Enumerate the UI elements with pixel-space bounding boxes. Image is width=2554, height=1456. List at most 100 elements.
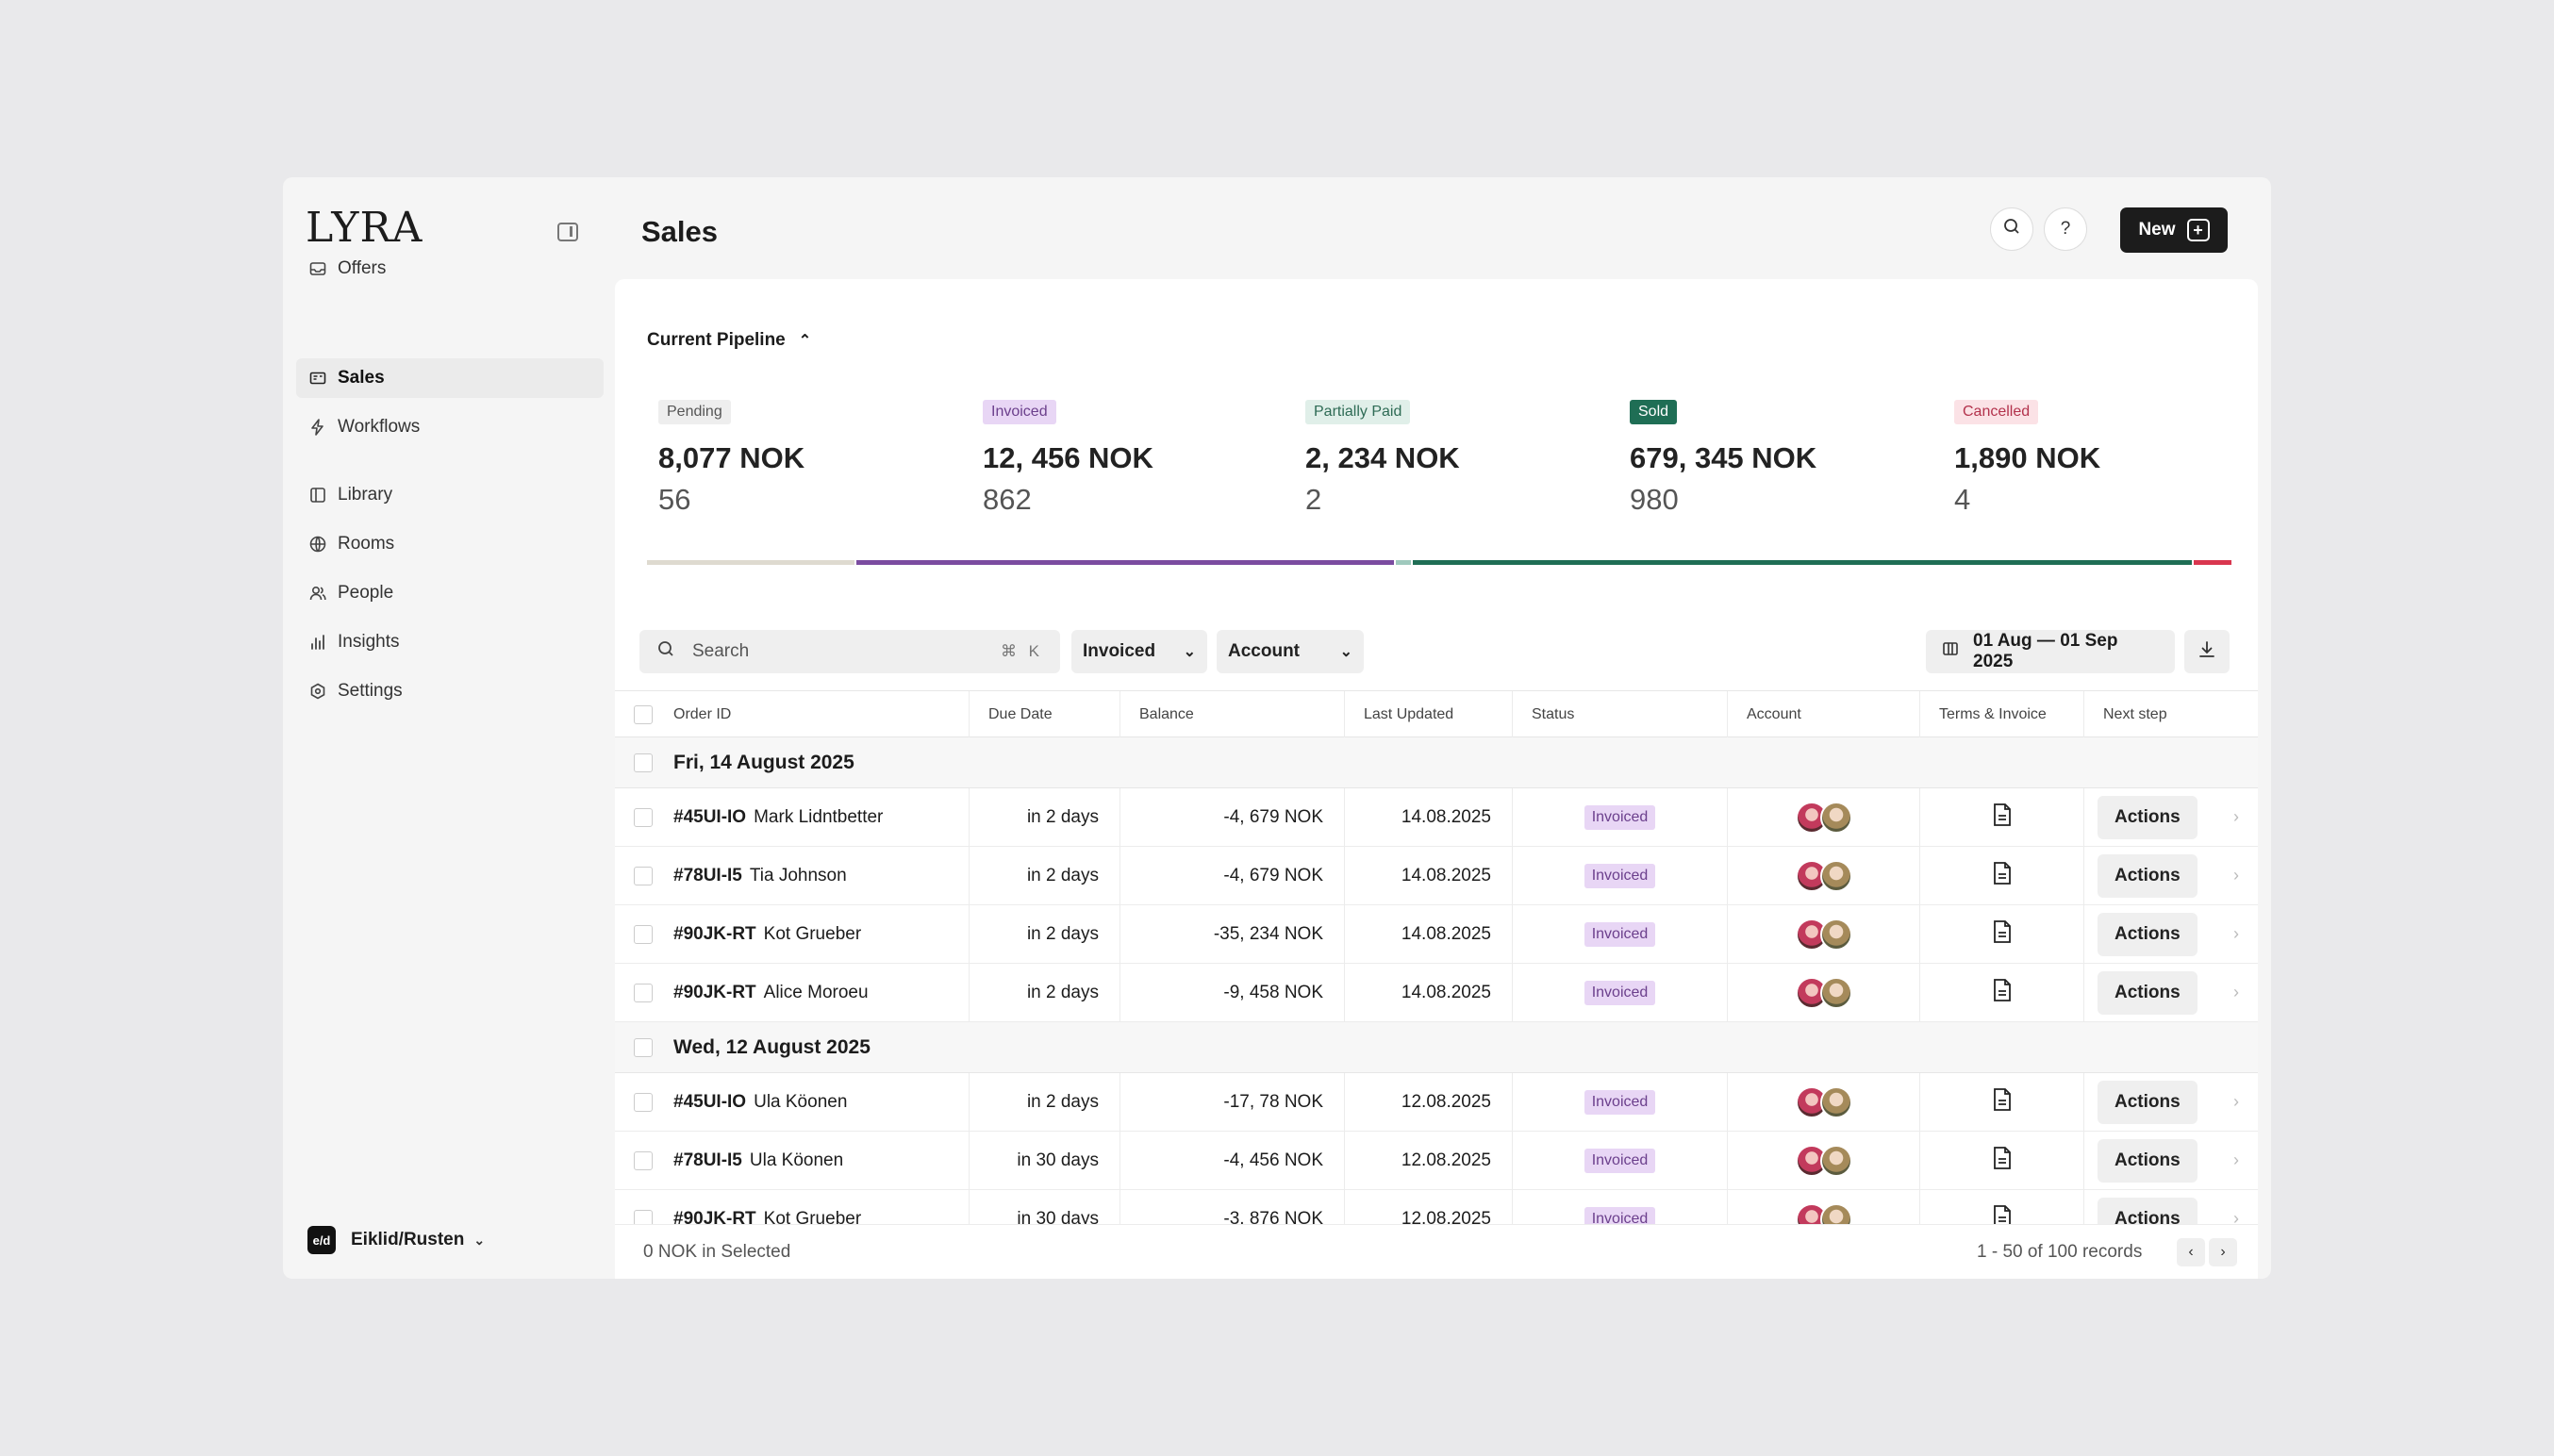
help-button[interactable]: ?	[2044, 207, 2087, 251]
table-row[interactable]: #45UI-IO Ula Köonen in 2 days -17, 78 NOK 12…	[615, 1073, 2258, 1132]
chevron-right-icon[interactable]: ›	[2233, 807, 2239, 826]
document-icon[interactable]	[1992, 919, 2013, 950]
org-switcher[interactable]: e/d Eiklid/Rusten ⌄	[307, 1226, 485, 1254]
order-id[interactable]: #45UI-IO	[673, 1092, 747, 1112]
avatar	[1819, 860, 1852, 892]
pipeline-stage[interactable]: Sold 679, 345 NOK 980	[1630, 400, 1932, 517]
actions-button[interactable]: Actions	[2098, 854, 2197, 898]
account-avatars[interactable]	[1795, 918, 1852, 951]
status-badge: Invoiced	[1584, 922, 1656, 947]
chevron-right-icon[interactable]: ›	[2233, 866, 2239, 885]
order-id[interactable]: #90JK-RT	[673, 983, 756, 1002]
table-row[interactable]: #78UI-I5 Tia Johnson in 2 days -4, 679 NOK 1…	[615, 847, 2258, 905]
account-avatars[interactable]	[1795, 802, 1852, 834]
balance: -35, 234 NOK	[1213, 924, 1323, 944]
document-icon[interactable]	[1992, 1146, 2013, 1176]
header-balance[interactable]: Balance	[1120, 691, 1345, 738]
balance: -4, 679 NOK	[1223, 866, 1323, 885]
sidebar-item-library[interactable]: Library	[296, 475, 604, 515]
document-icon[interactable]	[1992, 861, 2013, 891]
actions-button[interactable]: Actions	[2098, 913, 2197, 956]
balance: -9, 458 NOK	[1223, 983, 1323, 1002]
pipeline-stage[interactable]: Partially Paid 2, 234 NOK 2	[1305, 400, 1607, 517]
download-button[interactable]	[2184, 630, 2230, 673]
account-avatars[interactable]	[1795, 860, 1852, 892]
actions-button[interactable]: Actions	[2098, 971, 2197, 1015]
table-row[interactable]: #78UI-I5 Ula Köonen in 30 days -4, 456 NOK 1…	[615, 1132, 2258, 1190]
chevron-right-icon[interactable]: ›	[2233, 983, 2239, 1001]
sidebar-item-insights[interactable]: Insights	[296, 622, 604, 662]
actions-button[interactable]: Actions	[2098, 796, 2197, 839]
row-checkbox[interactable]	[634, 984, 653, 1002]
date-range-picker[interactable]: 01 Aug — 01 Sep 2025	[1926, 630, 2175, 673]
actions-button[interactable]: Actions	[2098, 1081, 2197, 1124]
order-id[interactable]: #45UI-IO	[673, 807, 747, 827]
sidebar-item-sales[interactable]: Sales	[296, 358, 604, 398]
last-updated: 12.08.2025	[1401, 1150, 1491, 1170]
row-checkbox[interactable]	[634, 925, 653, 944]
order-id[interactable]: #78UI-I5	[673, 1150, 742, 1170]
group-checkbox[interactable]	[634, 753, 653, 772]
book-icon	[307, 485, 328, 505]
sidebar-item-rooms[interactable]: Rooms	[296, 524, 604, 564]
header-next-step[interactable]: Next step	[2084, 691, 2258, 738]
status-badge: Invoiced	[1584, 1090, 1656, 1115]
balance: -4, 679 NOK	[1223, 807, 1323, 827]
account-filter[interactable]: Account ⌄	[1217, 630, 1364, 673]
status-filter[interactable]: Invoiced ⌄	[1071, 630, 1207, 673]
pipeline-stage[interactable]: Pending 8,077 NOK 56	[658, 400, 960, 517]
row-checkbox[interactable]	[634, 1151, 653, 1170]
table-row[interactable]: #45UI-IO Mark Lidntbetter in 2 days -4, 679…	[615, 788, 2258, 847]
sidebar-toggle-icon[interactable]	[557, 223, 578, 241]
table-row[interactable]: #90JK-RT Kot Grueber in 2 days -35, 234 NOK…	[615, 905, 2258, 964]
row-checkbox[interactable]	[634, 867, 653, 885]
document-icon[interactable]	[1992, 1204, 2013, 1234]
sidebar-item-offers[interactable]: Offers	[296, 249, 604, 289]
balance: -17, 78 NOK	[1223, 1092, 1323, 1112]
pipeline-stage[interactable]: Cancelled 1,890 NOK 4	[1954, 400, 2256, 517]
header-last-updated[interactable]: Last Updated	[1345, 691, 1513, 738]
search-button[interactable]	[1990, 207, 2033, 251]
due-date: in 2 days	[1026, 807, 1099, 827]
next-page-button[interactable]: ›	[2209, 1238, 2237, 1266]
new-button[interactable]: New +	[2120, 207, 2228, 253]
table-row[interactable]: #90JK-RT Alice Moroeu in 2 days -9, 458 NOK…	[615, 964, 2258, 1022]
sidebar-item-settings[interactable]: Settings	[296, 671, 604, 711]
group-checkbox[interactable]	[634, 1037, 653, 1057]
actions-button[interactable]: Actions	[2098, 1139, 2197, 1183]
account-avatars[interactable]	[1795, 1086, 1852, 1118]
order-id[interactable]: #78UI-I5	[673, 866, 742, 885]
header-status[interactable]: Status	[1513, 691, 1728, 738]
prev-page-button[interactable]: ‹	[2177, 1238, 2205, 1266]
sidebar-item-people[interactable]: People	[296, 573, 604, 613]
stage-count: 4	[1954, 483, 1971, 516]
document-icon[interactable]	[1992, 1087, 2013, 1117]
chevron-right-icon[interactable]: ›	[2233, 1209, 2239, 1228]
chevron-right-icon[interactable]: ›	[2233, 1150, 2239, 1169]
account-avatars[interactable]	[1795, 977, 1852, 1009]
receipt-icon	[307, 368, 328, 389]
header-terms-invoice[interactable]: Terms & Invoice	[1920, 691, 2084, 738]
pipeline-toggle[interactable]: Current Pipeline ⌃	[647, 330, 811, 351]
order-id[interactable]: #90JK-RT	[673, 1209, 756, 1229]
order-id[interactable]: #90JK-RT	[673, 924, 756, 944]
chevron-right-icon[interactable]: ›	[2233, 1092, 2239, 1111]
chevron-right-icon[interactable]: ›	[2233, 924, 2239, 943]
chart-icon	[307, 632, 328, 653]
select-all-checkbox[interactable]	[634, 705, 653, 724]
header-account[interactable]: Account	[1728, 691, 1920, 738]
account-avatars[interactable]	[1795, 1145, 1852, 1177]
document-icon[interactable]	[1992, 978, 2013, 1008]
header-order-id[interactable]: Order ID	[615, 691, 970, 738]
column-header: Status	[1532, 706, 1575, 722]
search-input[interactable]: Search ⌘ K	[639, 630, 1060, 673]
header-due-date[interactable]: Due Date	[970, 691, 1120, 738]
avatar	[1819, 1086, 1852, 1118]
row-checkbox[interactable]	[634, 808, 653, 827]
row-checkbox[interactable]	[634, 1093, 653, 1112]
sidebar-item-workflows[interactable]: Workflows	[296, 407, 604, 447]
pipeline-stage[interactable]: Invoiced 12, 456 NOK 862	[983, 400, 1285, 517]
chevron-up-icon: ⌃	[798, 333, 812, 349]
due-date: in 2 days	[1026, 866, 1099, 885]
document-icon[interactable]	[1992, 802, 2013, 833]
